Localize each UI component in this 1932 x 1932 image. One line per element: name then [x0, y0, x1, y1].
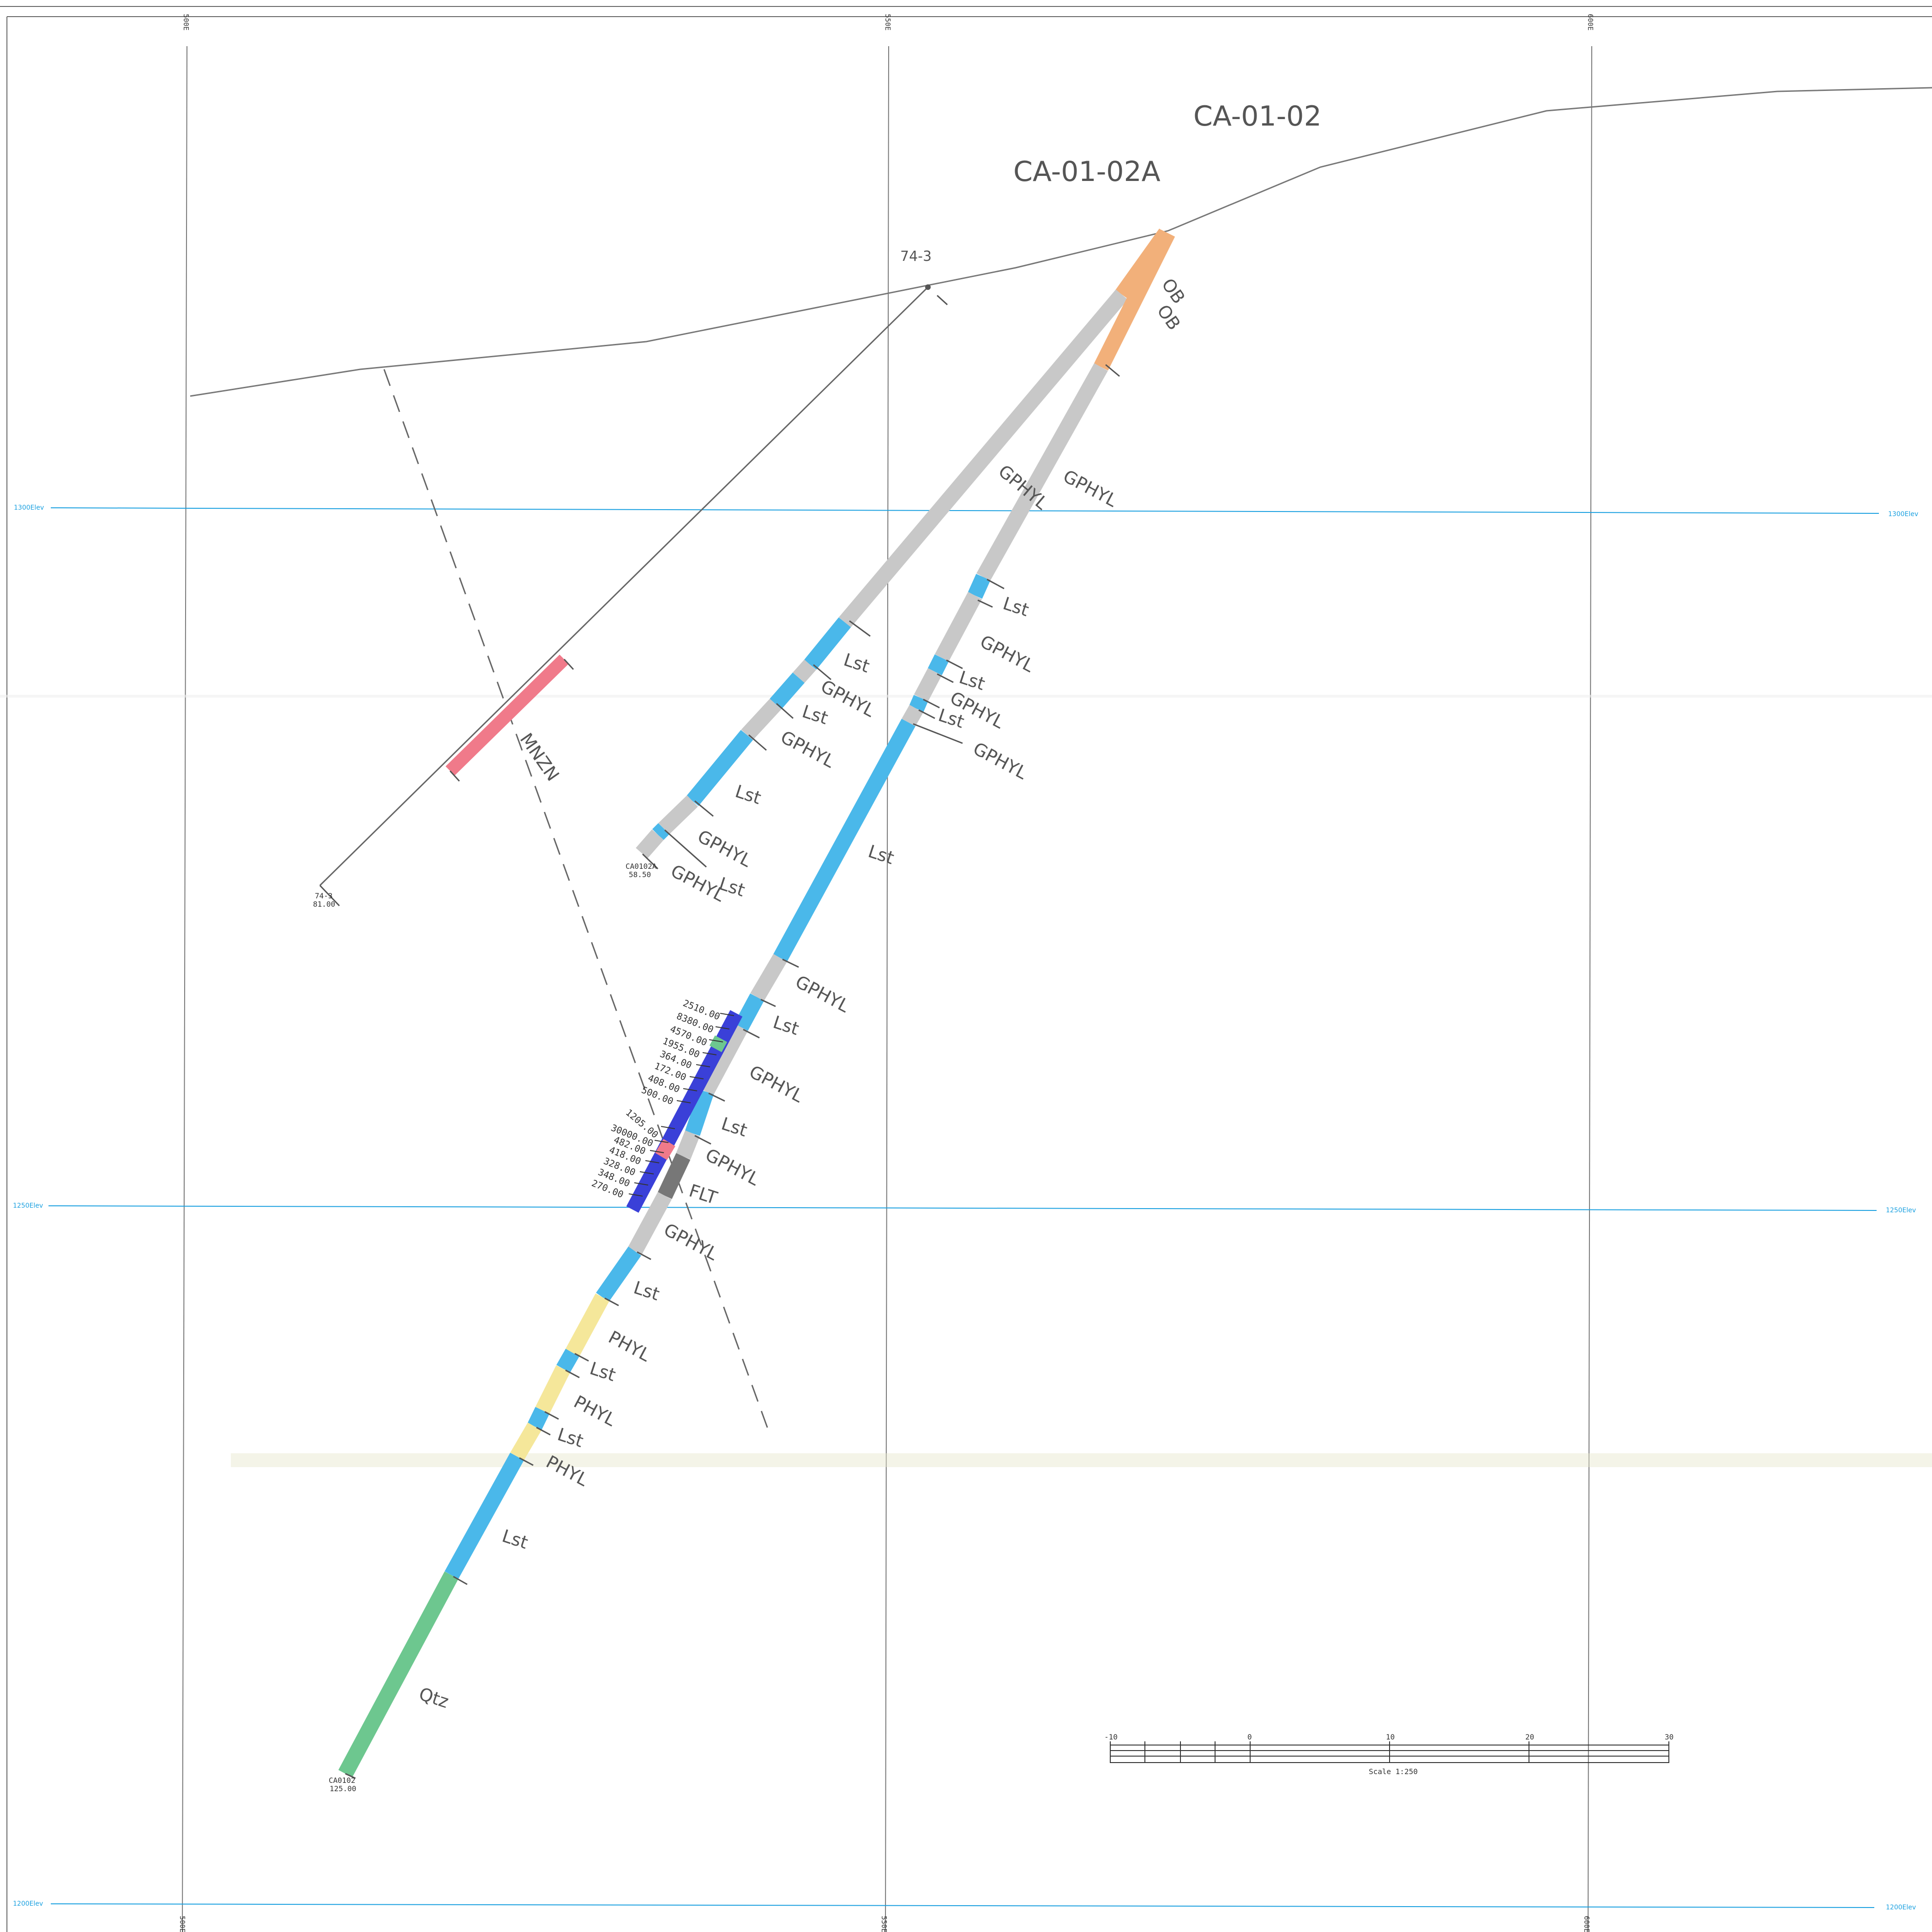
scan-band — [0, 695, 1932, 698]
scale-caption: Scale 1:250 — [1369, 1767, 1418, 1776]
rock-label: GPHYL — [777, 727, 838, 772]
grid-label: 500E — [178, 1916, 187, 1932]
rock-label: GPHYL — [792, 971, 853, 1017]
drillhole-ca-01-02a — [636, 229, 1172, 870]
rock-label: Lst — [770, 1012, 801, 1039]
elevation-label-1200-right: 1200Elev — [1886, 1904, 1916, 1911]
elevation-label-1250-right: 1250Elev — [1886, 1207, 1916, 1214]
rock-label: GPHYL — [668, 861, 728, 906]
hole-titles: CA-01-02 CA-01-02A 74-3 — [900, 100, 1322, 265]
eoh-depth-74-3: 81.00 — [313, 900, 335, 909]
rock-label: Lst — [587, 1358, 618, 1385]
rock-label: Lst — [631, 1277, 662, 1305]
scale-tick-label: 10 — [1386, 1733, 1395, 1741]
hole-title-74-3: 74-3 — [900, 248, 932, 265]
top-grid-labels: 500E 550E 600E — [182, 14, 1595, 30]
scale-tick-label: 30 — [1665, 1733, 1673, 1741]
rock-label: Lst — [719, 1113, 750, 1141]
scan-band — [231, 1453, 1932, 1467]
elevation-label-1300-right: 1300Elev — [1888, 511, 1918, 518]
rock-label: GPHYL — [746, 1061, 807, 1107]
rock-label: OB — [1158, 275, 1189, 307]
eoh-id-ca0102: CA0102 — [329, 1776, 355, 1785]
rock-label: Lst — [800, 701, 831, 728]
rock-label: GPHYL — [702, 1144, 763, 1190]
elevation-label-1200: 1200Elev — [13, 1900, 43, 1908]
grid-label: 550E — [884, 14, 892, 30]
eoh-id-ca0102a: CA0102A — [626, 862, 657, 871]
topography-line — [190, 87, 1932, 397]
rock-label: GPHYL — [1060, 466, 1120, 511]
hole-title-ca-01-02a: CA-01-02A — [1013, 156, 1161, 188]
rock-label: OB — [1153, 301, 1185, 334]
grid-label: 600E — [1586, 14, 1595, 30]
rock-label: GPHYL — [977, 631, 1037, 676]
scale-tick-label: 0 — [1247, 1733, 1252, 1741]
sample-intervals — [626, 1010, 743, 1213]
rock-label: Lst — [500, 1526, 530, 1553]
rock-label: Lst — [733, 781, 764, 808]
rock-label: FLT — [686, 1180, 720, 1209]
eoh-id-74-3: 74-3 — [315, 891, 333, 900]
rock-label: Qtz — [416, 1684, 451, 1712]
rock-label: PHYL — [571, 1391, 619, 1430]
eoh-depth-ca0102: 125.00 — [330, 1784, 356, 1793]
rock-label: Lst — [1000, 593, 1031, 620]
scale-tick-label: -10 — [1104, 1733, 1118, 1741]
rock-label: Lst — [555, 1424, 586, 1451]
grid-label: 550E — [880, 1916, 888, 1932]
grid-label: 500E — [182, 14, 190, 30]
eoh-depth-ca0102a: 58.50 — [629, 870, 651, 879]
hole-title-ca-01-02: CA-01-02 — [1193, 100, 1322, 132]
rock-label: Lst — [841, 650, 872, 677]
sheet-frame — [0, 6, 1932, 1932]
elevation-lines — [48, 507, 1879, 1908]
rock-label: GPHYL — [661, 1219, 721, 1264]
elevation-label-1250: 1250Elev — [13, 1202, 43, 1210]
drillhole-74-3 — [319, 284, 948, 907]
grid-lines — [182, 46, 1592, 1932]
scale-bar: -10 0 10 20 30 Scale 1:250 — [1104, 1733, 1673, 1776]
drillhole-ca-01-02 — [338, 229, 1175, 1779]
rock-label: PHYL — [605, 1327, 654, 1366]
rock-label: GPHYL — [970, 738, 1030, 783]
elevation-labels: 1300Elev 1300Elev 1250Elev 1250Elev 1200… — [13, 504, 1918, 1911]
elevation-label-1300: 1300Elev — [14, 504, 44, 512]
rock-label: MNZN — [516, 729, 563, 785]
rock-labels: OB OB GPHYL GPHYL Lst GPHYL Lst GPHYL Ls… — [416, 275, 1189, 1712]
bottom-grid-labels: 500E 550E 600E — [178, 1916, 1591, 1932]
grid-label: 600E — [1583, 1916, 1591, 1932]
scale-tick-label: 20 — [1525, 1733, 1534, 1741]
end-of-hole-labels: CA0102A 58.50 74-3 81.00 CA0102 125.00 — [313, 862, 657, 1793]
fault-trace — [383, 369, 770, 1432]
rock-label: Lst — [866, 841, 897, 868]
